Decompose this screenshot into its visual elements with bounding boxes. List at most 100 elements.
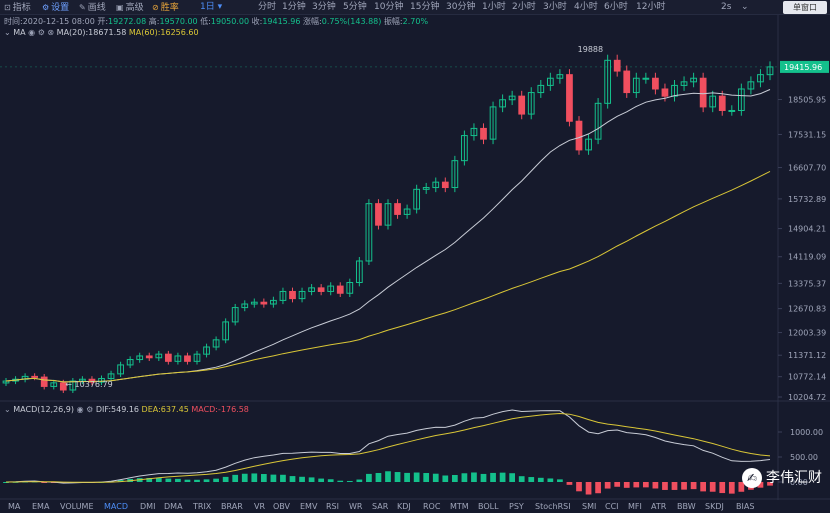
candle-body <box>403 208 411 215</box>
interval-tab[interactable]: 10分钟 <box>374 2 404 12</box>
candle-body <box>327 285 335 292</box>
interval-tab[interactable]: 3分钟 <box>312 2 336 12</box>
indicator-tab[interactable]: BRAR <box>221 502 243 511</box>
interval-tab[interactable]: 3小时 <box>543 2 567 12</box>
interval-tab[interactable]: 分时 <box>258 2 277 12</box>
indicator-tab[interactable]: DMI <box>140 502 156 511</box>
indicator-tab[interactable]: MA <box>8 502 21 511</box>
interval-tab[interactable]: 30分钟 <box>446 2 476 12</box>
candle-body <box>518 95 526 115</box>
indicator-tab[interactable]: OBV <box>273 502 291 511</box>
indicator-tab[interactable]: TRIX <box>193 502 212 511</box>
indicator-tab[interactable]: MTM <box>450 502 469 511</box>
eye-icon[interactable]: ◉ <box>28 28 36 37</box>
candle-body <box>193 353 201 362</box>
indicator-tab[interactable]: DMA <box>164 502 183 511</box>
candle-body <box>642 77 650 80</box>
indicator-tab[interactable]: CCI <box>605 502 619 511</box>
candle-body <box>250 301 258 305</box>
watermark: ✍ 李伟汇财 <box>742 468 822 488</box>
macd-histogram-bar <box>604 482 611 489</box>
candle-body <box>79 378 86 382</box>
gear-icon[interactable]: ⚙ <box>86 405 94 414</box>
gear-icon[interactable]: ⚙ <box>37 28 45 37</box>
candle-body <box>289 290 296 300</box>
macd-histogram-bar <box>719 482 726 494</box>
macd-histogram-bar <box>700 482 707 492</box>
macd-histogram-bar <box>251 473 258 482</box>
indicator-tab[interactable]: EMV <box>300 502 318 511</box>
interval-tab[interactable]: 5分钟 <box>343 2 367 12</box>
candle-body <box>470 127 478 137</box>
candle-body <box>527 92 535 115</box>
macd-histogram-bar <box>471 472 477 482</box>
candle-body <box>107 373 115 380</box>
settings-button[interactable]: ⚙ 设置 <box>42 0 69 15</box>
candle-body <box>164 353 172 362</box>
collapse-icon[interactable]: ⌄ <box>741 2 749 12</box>
axis-panel <box>778 15 830 500</box>
candle-body <box>413 188 421 210</box>
candle-body <box>270 299 277 305</box>
interval-tab[interactable]: 12小时 <box>636 2 666 12</box>
macd-histogram-bar <box>671 482 678 490</box>
indicator-tab[interactable]: VOLUME <box>60 502 94 511</box>
collapse-toggle-icon[interactable]: ⌄ <box>4 405 11 414</box>
eye-icon[interactable]: ◉ <box>76 405 84 414</box>
indicator-tab[interactable]: RSI <box>326 502 339 511</box>
interval-tab[interactable]: 15分钟 <box>410 2 440 12</box>
advanced-button[interactable]: ▣ 高级 <box>116 0 144 15</box>
candle-body <box>346 281 354 294</box>
indicator-tab[interactable]: StochRSI <box>535 502 571 511</box>
interval-tab[interactable]: 1小时 <box>482 2 506 12</box>
indicator-tab[interactable]: VR <box>254 502 266 511</box>
collapse-toggle-icon[interactable]: ⌄ <box>4 28 11 37</box>
current-price-tag <box>780 60 829 73</box>
indicator-tab[interactable]: WR <box>349 502 363 511</box>
macd-histogram-bar <box>509 473 516 482</box>
indicator-tab[interactable]: BOLL <box>478 502 499 511</box>
indicator-tab[interactable]: SMI <box>582 502 597 511</box>
indicator-tab[interactable]: PSY <box>509 502 524 511</box>
macd-histogram-bar <box>232 474 239 482</box>
dea-line <box>6 412 771 483</box>
indicator-tab[interactable]: EMA <box>32 502 50 511</box>
interval-tab[interactable]: 6小时 <box>604 2 628 12</box>
interval-tab[interactable]: 2小时 <box>512 2 536 12</box>
candle-body <box>155 353 163 359</box>
macd-histogram-bar <box>633 482 640 488</box>
interval-dropdown[interactable]: 1日 ▾ <box>200 2 223 12</box>
candle-body <box>480 127 487 140</box>
macd-histogram-bar <box>31 481 38 483</box>
macd-histogram-bar <box>165 478 172 482</box>
macd-histogram-bar <box>652 482 659 489</box>
indicator-button[interactable]: ⊡ 指标 <box>4 0 31 15</box>
candle-body <box>508 95 516 101</box>
single-window-button[interactable]: 单窗口 <box>783 1 827 14</box>
macd-histogram-bar <box>260 474 267 482</box>
macd-histogram-bar <box>155 477 162 482</box>
indicator-tab[interactable]: SAR <box>372 502 389 511</box>
interval-tab[interactable]: 1分钟 <box>282 2 306 12</box>
candle-body <box>461 135 468 162</box>
close-icon[interactable]: ⊗ <box>47 28 55 37</box>
indicator-tab[interactable]: MACD <box>104 502 128 511</box>
indicator-tab[interactable]: SKDJ <box>705 502 724 511</box>
indicator-tab[interactable]: KDJ <box>397 502 411 511</box>
indicator-tab[interactable]: BBW <box>677 502 696 511</box>
candle-body <box>59 382 67 391</box>
draw-line-button[interactable]: ✎ 画线 <box>79 0 106 15</box>
macd-histogram-bar <box>547 478 554 482</box>
indicator-tab[interactable]: BIAS <box>736 502 755 511</box>
macd-histogram-bar <box>681 482 687 490</box>
interval-tab[interactable]: 4小时 <box>574 2 598 12</box>
macd-histogram-bar <box>451 474 458 482</box>
win-rate-button[interactable]: ⊘ 胜率 <box>152 0 179 15</box>
indicator-tab[interactable]: MFI <box>628 502 642 511</box>
refresh-rate[interactable]: 2s <box>721 2 732 12</box>
candle-body <box>422 187 430 190</box>
indicator-tab[interactable]: ATR <box>651 502 667 511</box>
indicator-tab[interactable]: ROC <box>423 502 441 511</box>
macd-histogram-bar <box>136 478 143 482</box>
